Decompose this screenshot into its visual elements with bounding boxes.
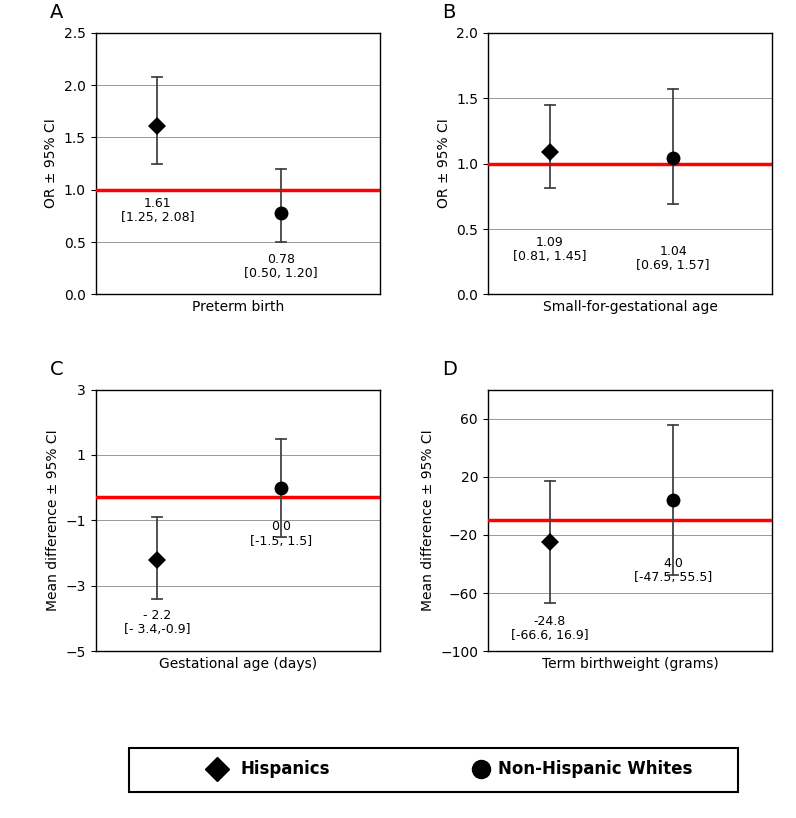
Text: A: A <box>50 3 64 22</box>
Text: D: D <box>443 360 457 379</box>
Text: [0.81, 1.45]: [0.81, 1.45] <box>513 250 587 263</box>
Y-axis label: Mean difference ± 95% CI: Mean difference ± 95% CI <box>420 429 435 611</box>
Y-axis label: OR ± 95% CI: OR ± 95% CI <box>436 119 451 209</box>
Text: [0.50, 1.20]: [0.50, 1.20] <box>244 267 318 280</box>
Text: - 2.2: - 2.2 <box>143 609 171 622</box>
X-axis label: Preterm birth: Preterm birth <box>192 300 284 314</box>
X-axis label: Gestational age (days): Gestational age (days) <box>158 657 317 671</box>
Y-axis label: OR ± 95% CI: OR ± 95% CI <box>45 119 58 209</box>
Y-axis label: Mean difference ± 95% CI: Mean difference ± 95% CI <box>45 429 60 611</box>
Text: B: B <box>443 3 456 22</box>
Text: [-47.5, 55.5]: [-47.5, 55.5] <box>634 571 712 584</box>
X-axis label: Term birthweight (grams): Term birthweight (grams) <box>541 657 718 671</box>
FancyBboxPatch shape <box>129 748 739 792</box>
Text: 0.78: 0.78 <box>267 253 295 266</box>
Text: 1.61: 1.61 <box>143 197 171 210</box>
Text: [-1.5, 1.5]: [-1.5, 1.5] <box>250 535 312 548</box>
Text: [1.25, 2.08]: [1.25, 2.08] <box>120 212 194 224</box>
Text: 1.04: 1.04 <box>659 245 687 258</box>
Text: Hispanics: Hispanics <box>241 760 330 778</box>
Text: [0.69, 1.57]: [0.69, 1.57] <box>637 259 710 272</box>
Text: C: C <box>50 360 64 379</box>
Text: -24.8: -24.8 <box>533 615 566 628</box>
Text: 4.0: 4.0 <box>663 557 683 570</box>
Text: [- 3.4,-0.9]: [- 3.4,-0.9] <box>124 623 190 636</box>
Text: 0.0: 0.0 <box>271 520 291 533</box>
Text: 1.09: 1.09 <box>536 236 564 249</box>
Text: Non-Hispanic Whites: Non-Hispanic Whites <box>498 760 693 778</box>
X-axis label: Small-for-gestational age: Small-for-gestational age <box>543 300 717 314</box>
Text: [-66.6, 16.9]: [-66.6, 16.9] <box>511 629 588 642</box>
